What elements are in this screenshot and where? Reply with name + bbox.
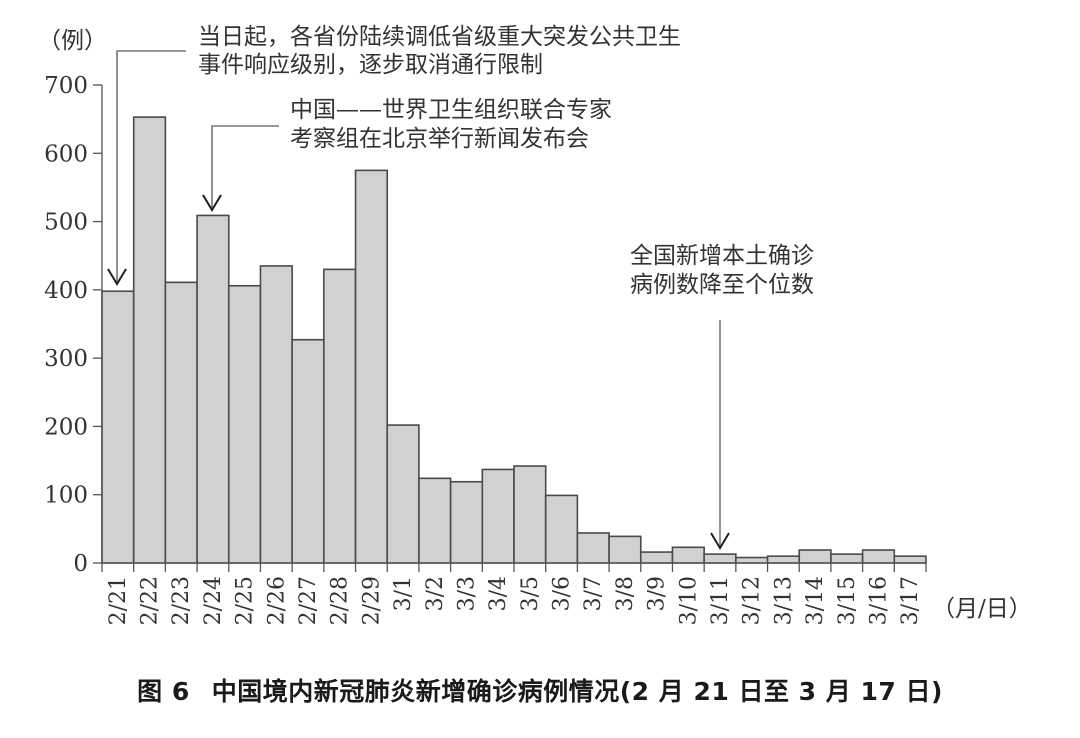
bar-3/7 bbox=[576, 532, 610, 564]
x-tick-label: 2/29 bbox=[359, 576, 384, 625]
bar-2/21 bbox=[101, 290, 135, 564]
bar-2/24 bbox=[196, 214, 230, 564]
annotation-text: 事件响应级别，逐步取消通行限制 bbox=[198, 52, 543, 78]
x-tick-label: 3/2 bbox=[423, 576, 448, 611]
x-tick-label: 2/23 bbox=[169, 576, 194, 625]
bar-3/2 bbox=[418, 477, 452, 564]
bar-3/10 bbox=[671, 546, 705, 564]
bar-3/13 bbox=[766, 555, 801, 564]
bars bbox=[101, 116, 927, 564]
x-tick-label: 3/6 bbox=[550, 576, 575, 611]
x-tick-label: 3/10 bbox=[676, 576, 701, 625]
bar-chart: 0 100 200 300 400 500 600 700 2/21 2/22 2/23 2/24 2… bbox=[38, 24, 1032, 625]
x-tick-label: 3/4 bbox=[486, 576, 511, 611]
bar-2/25 bbox=[227, 284, 262, 564]
x-tick-label: 2/26 bbox=[264, 576, 289, 625]
y-tick-label: 100 bbox=[44, 483, 88, 509]
bar-2/23 bbox=[164, 281, 198, 564]
annotation-text: 中国——世界卫生组织联合专家 bbox=[290, 97, 612, 123]
bar-3/4 bbox=[481, 468, 515, 564]
bar-3/17 bbox=[893, 555, 927, 564]
x-tick-label: 2/28 bbox=[328, 576, 353, 625]
bar-2/28 bbox=[323, 268, 357, 564]
x-axis: 2/21 2/22 2/23 2/24 2/25 2/26 2/27 2/28 2/29 3/1 3… bbox=[101, 562, 927, 625]
x-tick-label: 3/14 bbox=[803, 576, 828, 625]
x-tick-label: 3/16 bbox=[866, 576, 891, 625]
annotation-text: 考察组在北京举行新闻发布会 bbox=[290, 126, 589, 152]
y-tick-label: 400 bbox=[44, 278, 88, 304]
x-tick-label: 3/11 bbox=[708, 576, 733, 625]
x-tick-label: 2/21 bbox=[106, 576, 131, 625]
x-tick-label: 3/5 bbox=[518, 576, 543, 611]
y-tick-label: 700 bbox=[44, 73, 88, 99]
x-tick-label: 3/12 bbox=[740, 576, 765, 625]
bar-2/27 bbox=[291, 338, 325, 564]
x-tick-label: 3/3 bbox=[454, 576, 479, 611]
x-tick-label: 3/13 bbox=[771, 576, 796, 625]
bar-2/26 bbox=[259, 265, 293, 564]
x-tick-label: 3/9 bbox=[645, 576, 670, 611]
annotation-text: 病例数降至个位数 bbox=[630, 272, 814, 298]
y-tick-label: 0 bbox=[73, 551, 88, 577]
caption-text: 中国境内新冠肺炎新增确诊病例情况(2 月 21 日至 3 月 17 日) bbox=[211, 677, 943, 706]
x-axis-label: （月/日） bbox=[932, 596, 1032, 622]
x-tick-label: 2/27 bbox=[296, 576, 321, 625]
bar-2/22 bbox=[132, 116, 167, 564]
y-tick-label: 200 bbox=[44, 414, 88, 440]
bar-3/11 bbox=[703, 553, 737, 564]
annotation-text: 全国新增本土确诊 bbox=[630, 243, 814, 269]
x-tick-label: 2/24 bbox=[201, 576, 226, 625]
x-tick-label: 3/17 bbox=[898, 576, 923, 625]
y-tick-label: 500 bbox=[44, 210, 88, 236]
bar-3/9 bbox=[639, 551, 674, 564]
bar-3/3 bbox=[449, 480, 484, 564]
y-axis: 0 100 200 300 400 500 600 700 bbox=[44, 73, 103, 577]
x-tick-label: 3/8 bbox=[613, 576, 638, 611]
y-axis-label: （例） bbox=[38, 28, 107, 54]
annotation-text: 当日起，各省份陆续调低省级重大突发公共卫生 bbox=[198, 24, 681, 50]
bar-3/1 bbox=[386, 424, 420, 564]
bar-3/15 bbox=[830, 553, 864, 564]
x-tick-label: 3/7 bbox=[581, 576, 606, 611]
x-tick-label: 3/15 bbox=[835, 576, 860, 625]
bar-3/12 bbox=[735, 556, 769, 564]
x-tick-label: 3/1 bbox=[391, 576, 416, 611]
bar-3/6 bbox=[544, 494, 579, 564]
x-tick-label: 2/25 bbox=[233, 576, 258, 625]
annotations: 当日起，各省份陆续调低省级重大突发公共卫生事件响应级别，逐步取消通行限制中国——… bbox=[107, 24, 814, 550]
bar-3/16 bbox=[861, 549, 896, 564]
figure-caption: 图 6 中国境内新冠肺炎新增确诊病例情况(2 月 21 日至 3 月 17 日) bbox=[0, 672, 1080, 708]
figure-number: 图 6 bbox=[137, 677, 190, 706]
bar-3/5 bbox=[513, 465, 547, 564]
bar-2/29 bbox=[354, 169, 389, 564]
x-tick-label: 2/22 bbox=[138, 576, 163, 625]
bar-3/14 bbox=[798, 549, 832, 564]
y-tick-label: 600 bbox=[44, 141, 88, 167]
bar-3/8 bbox=[608, 535, 642, 564]
y-tick-label: 300 bbox=[44, 346, 88, 372]
